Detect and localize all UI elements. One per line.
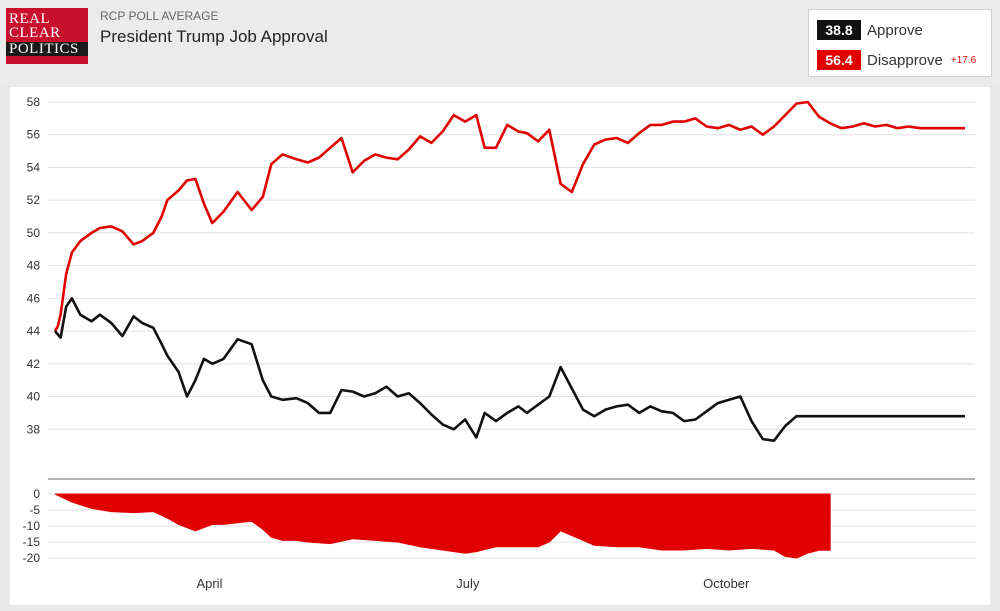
y-tick-main-0: 38 — [27, 422, 41, 436]
y-tick-main-8: 54 — [27, 160, 41, 174]
logo-line-3: POLITICS — [6, 42, 88, 57]
y-tick-main-9: 56 — [27, 128, 41, 142]
chart-kicker: RCP POLL AVERAGE — [100, 9, 219, 23]
y-tick-main-7: 52 — [27, 193, 41, 207]
x-tick-label-1: July — [456, 576, 480, 591]
x-tick-label-0: April — [196, 576, 222, 591]
spread-area — [54, 493, 831, 559]
y-tick-spread-4: -20 — [23, 551, 41, 565]
y-tick-spread-3: -15 — [23, 535, 41, 549]
y-tick-main-10: 58 — [27, 95, 41, 109]
y-tick-main-6: 50 — [27, 226, 41, 240]
chart-title: President Trump Job Approval — [100, 27, 328, 46]
y-tick-main-2: 42 — [27, 357, 41, 371]
series-line-disapprove — [53, 100, 965, 332]
legend-disapprove[interactable]: 56.4 Disapprove +17.6 — [817, 49, 976, 71]
y-tick-main-5: 48 — [27, 259, 41, 273]
legend-box: 38.8 Approve 56.4 Disapprove +17.6 — [808, 9, 992, 77]
y-tick-main-1: 40 — [27, 390, 41, 404]
approve-label: Approve — [867, 21, 923, 39]
y-tick-main-3: 44 — [27, 324, 41, 338]
approval-chart[interactable]: 38 40 42 44 46 48 50 52 54 56 58 0 -5 -10 -15 -20 April J… — [10, 87, 990, 605]
disapprove-value-badge: 56.4 — [817, 50, 861, 70]
y-tick-spread-1: -5 — [29, 503, 40, 517]
y-tick-main-4: 46 — [27, 291, 41, 305]
x-tick-label-2: October — [703, 576, 750, 591]
header-bar: REAL CLEAR POLITICS RCP POLL AVERAGE Pre… — [0, 0, 1000, 86]
logo-line-2: CLEAR — [9, 25, 61, 41]
approve-value-badge: 38.8 — [817, 20, 861, 40]
logo-line-1: REAL — [9, 11, 51, 27]
y-tick-spread-0: 0 — [33, 487, 40, 501]
y-tick-spread-2: -10 — [23, 519, 41, 533]
series-line-approve — [54, 297, 965, 443]
spread-value: +17.6 — [950, 54, 977, 66]
rcp-logo[interactable]: REAL CLEAR POLITICS — [6, 8, 88, 64]
legend-approve[interactable]: 38.8 Approve — [817, 19, 923, 41]
chart-panel[interactable]: 38 40 42 44 46 48 50 52 54 56 58 0 -5 -10 -15 -20 April J… — [10, 87, 990, 605]
disapprove-label: Disapprove — [867, 51, 943, 69]
